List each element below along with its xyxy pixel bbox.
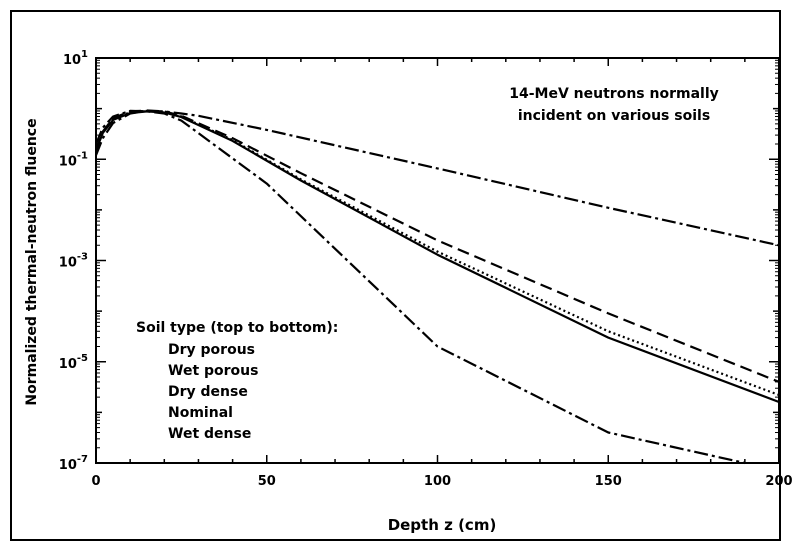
y-tick-label: 10-5 xyxy=(59,353,88,372)
x-tick-label: 150 xyxy=(595,474,622,489)
series-line-nominal xyxy=(94,110,780,404)
y-axis-label: Normalized thermal-neutron fluence xyxy=(24,118,40,405)
legend-item-nominal: Nominal xyxy=(168,405,233,421)
legend-item-wet-porous: Wet porous xyxy=(168,363,258,379)
y-tick-label: 101 xyxy=(63,49,88,68)
series-line-wet-dense xyxy=(94,109,746,465)
x-tick-label: 50 xyxy=(258,474,276,489)
legend-item-dry-dense: Dry dense xyxy=(168,384,248,400)
series-line-wet-porous xyxy=(94,109,780,383)
series-line-dry-porous xyxy=(94,109,780,247)
y-tick-labels: 101 10-1 10-3 10-5 10-7 xyxy=(59,49,88,473)
x-tick-label: 200 xyxy=(765,474,792,489)
y-tick-label: 10-7 xyxy=(59,454,88,473)
annotation-line-1: 14-MeV neutrons normally xyxy=(509,86,719,102)
x-tick-label: 0 xyxy=(91,474,100,489)
series-lines xyxy=(94,109,780,465)
y-tick-label: 10-1 xyxy=(59,150,88,169)
axis-ticks xyxy=(95,57,780,464)
y-tick-label: 10-3 xyxy=(59,252,88,271)
legend-item-wet-dense: Wet dense xyxy=(168,426,251,442)
x-tick-labels: 0 50 100 150 200 xyxy=(91,474,792,489)
x-tick-label: 100 xyxy=(424,474,451,489)
legend-item-dry-porous: Dry porous xyxy=(168,342,255,358)
legend-title: Soil type (top to bottom): xyxy=(136,320,338,336)
annotation-line-2: incident on various soils xyxy=(518,108,710,124)
x-axis-label: Depth z (cm) xyxy=(388,516,497,534)
